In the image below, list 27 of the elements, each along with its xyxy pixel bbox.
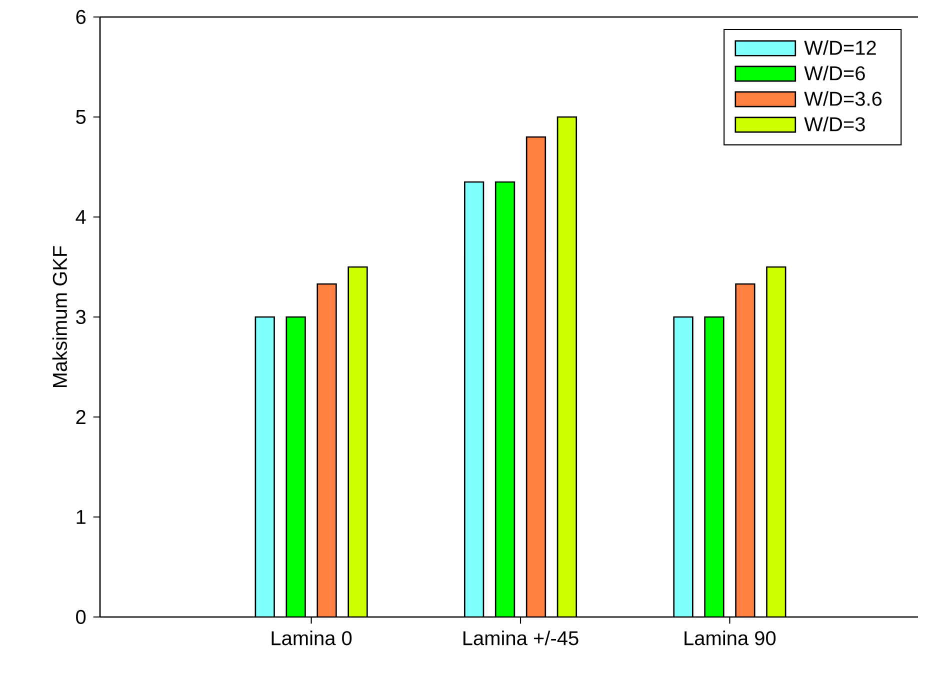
x-tick-label: Lamina +/-45 (463, 630, 578, 646)
y-tick-label: 4 (76, 210, 86, 224)
bar (673, 316, 694, 617)
bar (735, 283, 756, 617)
legend-label: W/D=3.6 (804, 91, 882, 106)
x-tick-label: Lamina 0 (272, 630, 352, 646)
y-tick-label: 6 (76, 10, 86, 24)
y-tick-label: 1 (76, 510, 86, 524)
bar (526, 136, 546, 617)
bar (255, 316, 274, 617)
legend-label: W/D=12 (804, 40, 876, 55)
legend-label: W/D=3 (804, 116, 865, 132)
bar (558, 116, 576, 617)
y-tick-label: 0 (76, 610, 86, 624)
y-tick-label: 5 (76, 110, 86, 124)
x-tick-label: Lamina 90 (684, 630, 776, 646)
bar (464, 182, 484, 617)
bar (766, 266, 786, 617)
bar (286, 316, 306, 617)
y-tick-label: 2 (76, 410, 86, 424)
legend-label: W/D=6 (804, 66, 865, 80)
bar (704, 316, 724, 617)
y-tick-label: 3 (76, 310, 86, 324)
bar (496, 182, 514, 617)
y-axis-title: Maksimum GKF (52, 246, 68, 388)
bar (317, 284, 336, 617)
bar (348, 266, 368, 617)
